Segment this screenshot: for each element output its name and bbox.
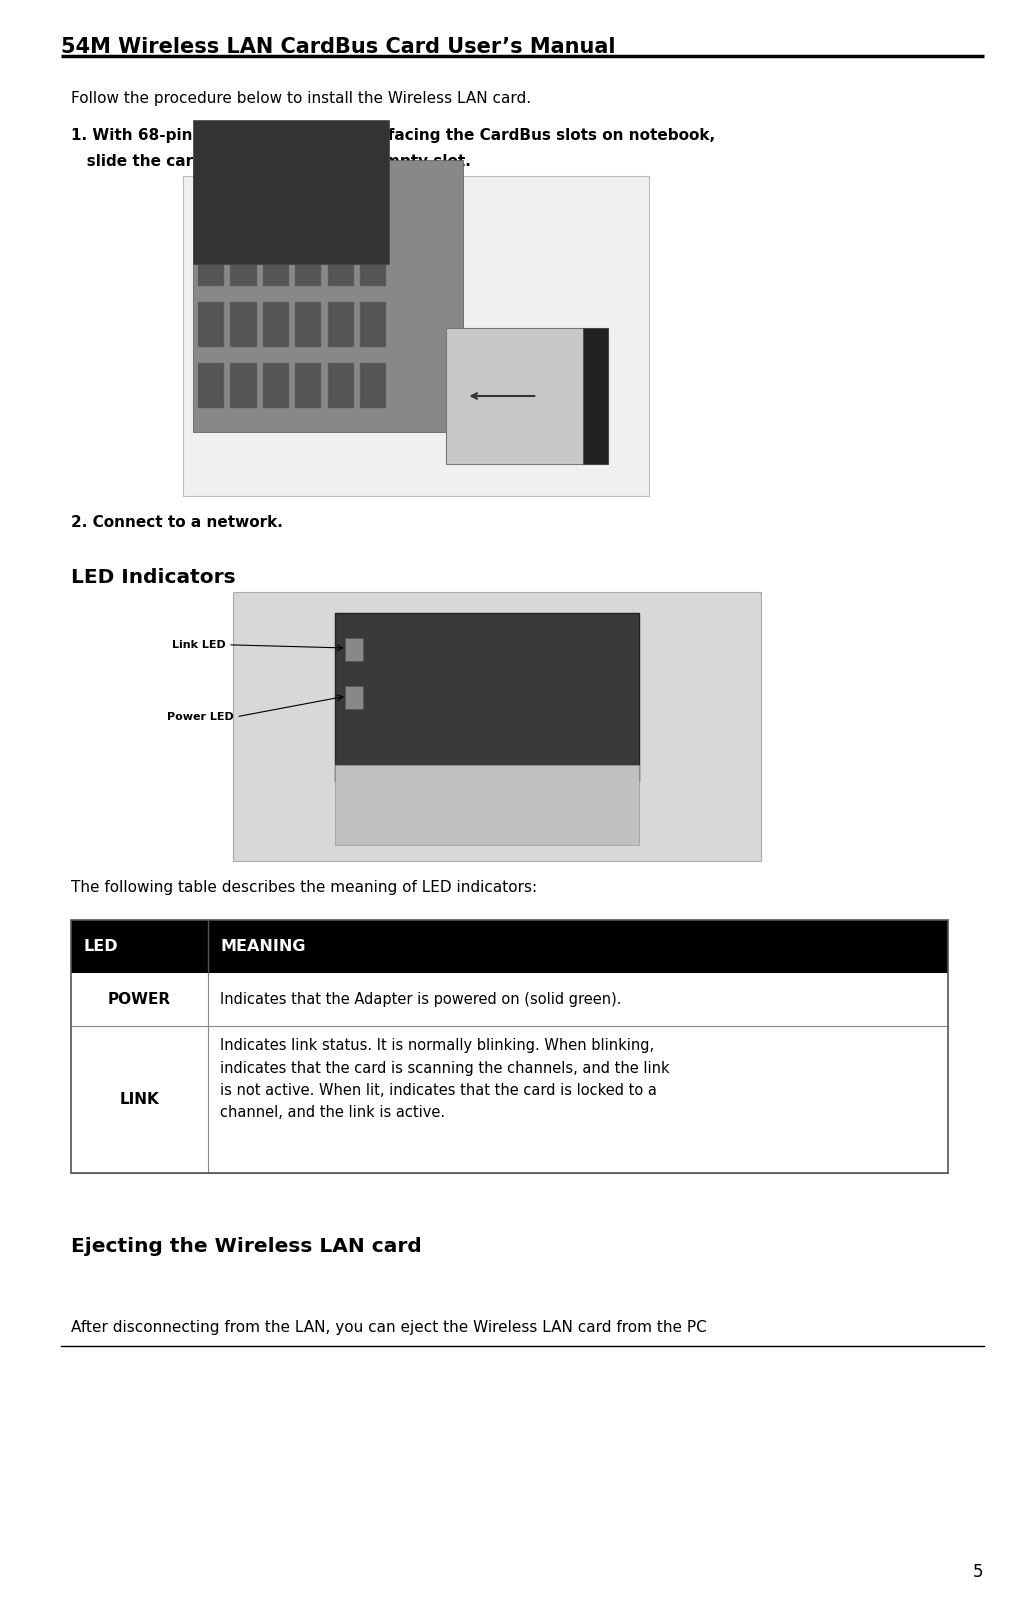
Text: 2. Connect to a network.: 2. Connect to a network. bbox=[71, 515, 283, 530]
Text: 54M Wireless LAN CardBus Card User’s Manual: 54M Wireless LAN CardBus Card User’s Man… bbox=[61, 37, 615, 56]
Bar bbox=[328, 242, 354, 286]
Bar bbox=[360, 181, 386, 226]
Bar bbox=[335, 765, 639, 845]
Bar bbox=[198, 302, 224, 347]
Text: MEANING: MEANING bbox=[220, 939, 305, 954]
Bar bbox=[198, 181, 224, 226]
Bar bbox=[230, 302, 257, 347]
Bar bbox=[233, 592, 760, 861]
Bar bbox=[230, 181, 257, 226]
Text: Power LED: Power LED bbox=[167, 712, 234, 722]
Bar bbox=[198, 242, 224, 286]
Bar bbox=[295, 181, 321, 226]
Bar bbox=[71, 973, 948, 1026]
Bar bbox=[193, 160, 463, 432]
Bar bbox=[345, 686, 363, 709]
Bar bbox=[360, 242, 386, 286]
Text: 5: 5 bbox=[973, 1563, 984, 1581]
Text: slide the card all the way into an empty slot.: slide the card all the way into an empty… bbox=[71, 154, 470, 168]
Bar bbox=[230, 242, 257, 286]
Bar bbox=[263, 242, 289, 286]
Text: LED Indicators: LED Indicators bbox=[71, 568, 235, 587]
Text: Link LED: Link LED bbox=[172, 640, 226, 650]
Bar bbox=[446, 328, 608, 464]
Bar bbox=[71, 920, 948, 973]
Bar bbox=[263, 181, 289, 226]
Bar bbox=[345, 638, 363, 661]
Text: LINK: LINK bbox=[120, 1091, 159, 1107]
Bar bbox=[328, 363, 354, 408]
Bar bbox=[583, 328, 608, 464]
Text: Indicates link status. It is normally blinking. When blinking,
indicates that th: Indicates link status. It is normally bl… bbox=[220, 1038, 669, 1120]
Bar bbox=[360, 302, 386, 347]
Text: Indicates that the Adapter is powered on (solid green).: Indicates that the Adapter is powered on… bbox=[220, 992, 622, 1006]
Bar bbox=[263, 363, 289, 408]
Bar bbox=[193, 120, 388, 264]
Text: Ejecting the Wireless LAN card: Ejecting the Wireless LAN card bbox=[71, 1237, 422, 1256]
Text: The following table describes the meaning of LED indicators:: The following table describes the meanin… bbox=[71, 880, 537, 894]
Bar bbox=[198, 363, 224, 408]
Bar bbox=[183, 176, 649, 496]
Text: LED: LED bbox=[83, 939, 118, 954]
Bar bbox=[263, 302, 289, 347]
Bar bbox=[71, 1026, 948, 1173]
Bar bbox=[360, 363, 386, 408]
Text: 1. With 68-pin connector of the card facing the CardBus slots on notebook,: 1. With 68-pin connector of the card fac… bbox=[71, 128, 715, 142]
Bar bbox=[71, 920, 948, 1173]
Bar bbox=[335, 613, 639, 781]
Bar bbox=[328, 181, 354, 226]
Text: After disconnecting from the LAN, you can eject the Wireless LAN card from the P: After disconnecting from the LAN, you ca… bbox=[71, 1320, 707, 1334]
Bar bbox=[295, 363, 321, 408]
Text: POWER: POWER bbox=[107, 992, 171, 1006]
Bar bbox=[328, 302, 354, 347]
Text: Follow the procedure below to install the Wireless LAN card.: Follow the procedure below to install th… bbox=[71, 91, 531, 106]
Bar bbox=[295, 302, 321, 347]
Bar bbox=[230, 363, 257, 408]
Bar bbox=[295, 242, 321, 286]
